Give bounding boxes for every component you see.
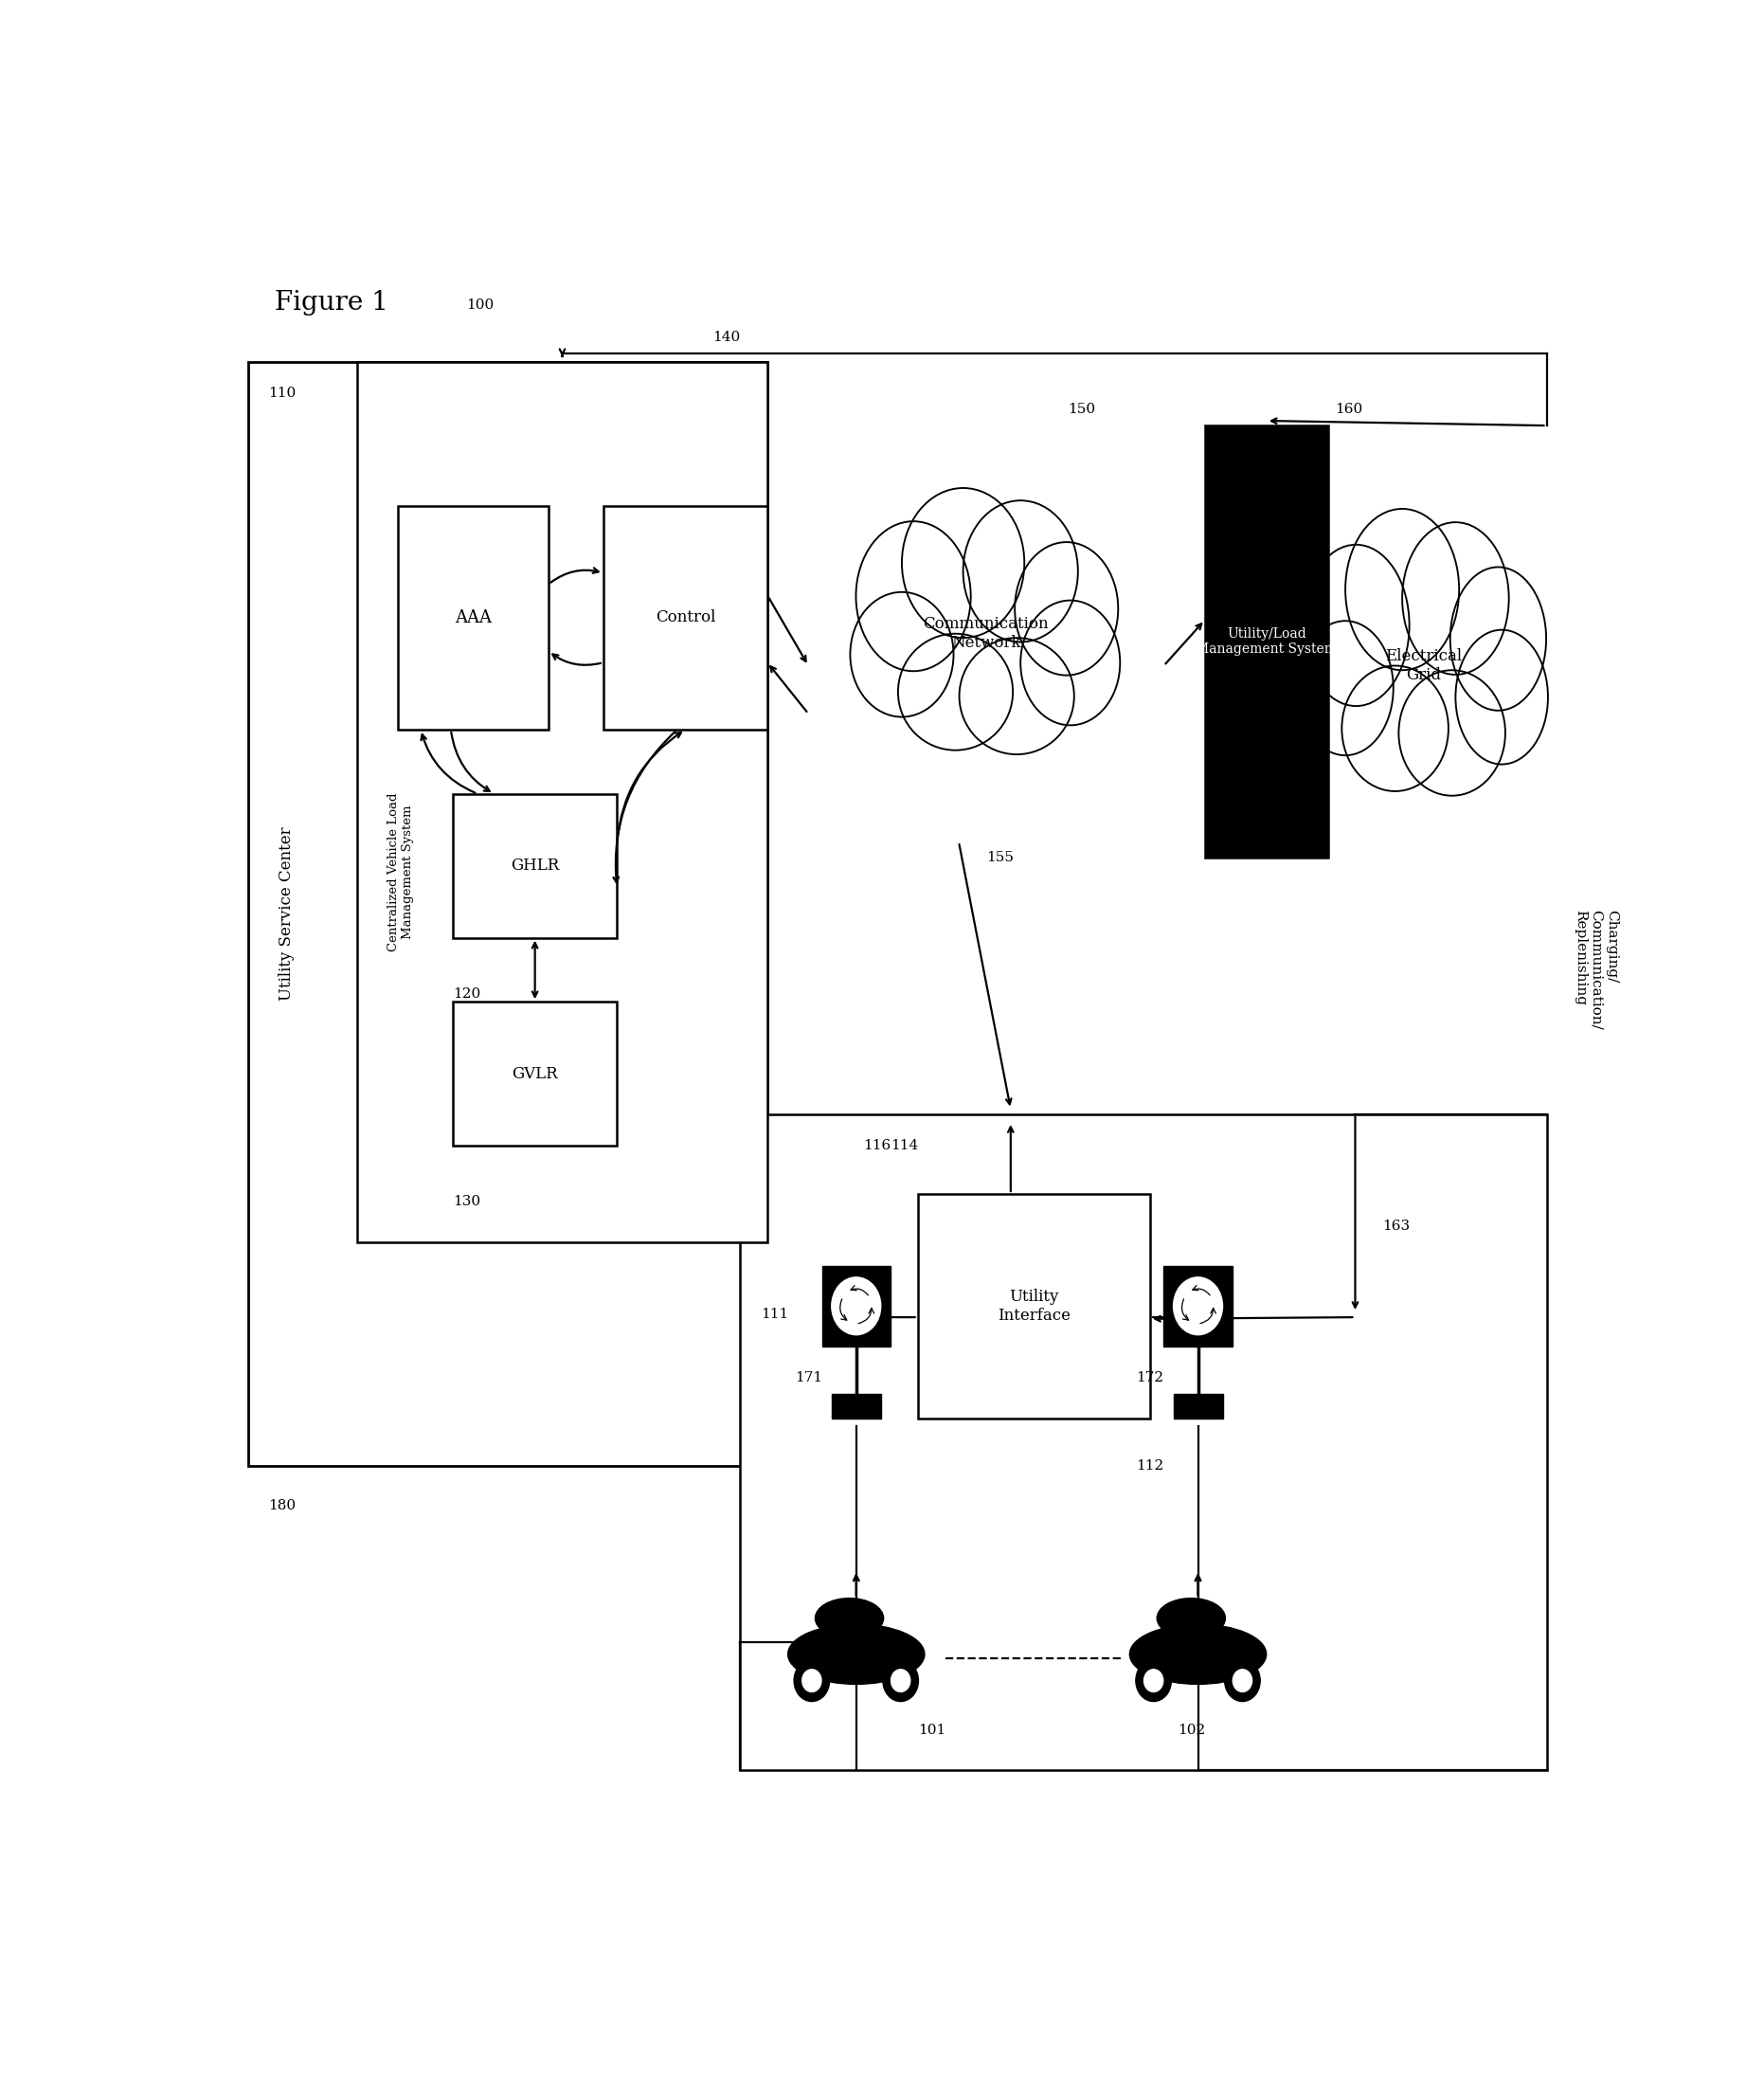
Ellipse shape bbox=[1450, 568, 1547, 711]
Bar bbox=[356, 362, 767, 1241]
Bar bbox=[453, 1002, 617, 1146]
Circle shape bbox=[1145, 1669, 1162, 1692]
Text: 116: 116 bbox=[863, 1139, 891, 1152]
Ellipse shape bbox=[789, 1624, 924, 1684]
Text: GVLR: GVLR bbox=[512, 1067, 557, 1081]
Text: 155: 155 bbox=[986, 850, 1014, 865]
Bar bbox=[917, 1193, 1150, 1418]
Ellipse shape bbox=[963, 501, 1078, 642]
Ellipse shape bbox=[1129, 1624, 1267, 1684]
Bar bbox=[453, 794, 617, 938]
Text: Utility
Interface: Utility Interface bbox=[997, 1289, 1071, 1324]
Text: Control: Control bbox=[654, 609, 716, 626]
Text: Communication
Network: Communication Network bbox=[923, 615, 1050, 651]
Text: AAA: AAA bbox=[455, 609, 492, 626]
Ellipse shape bbox=[1455, 630, 1549, 765]
Bar bbox=[831, 1395, 880, 1418]
Text: 102: 102 bbox=[1178, 1723, 1205, 1736]
Text: 101: 101 bbox=[917, 1723, 946, 1736]
Circle shape bbox=[1224, 1659, 1259, 1701]
Text: Centralized Vehicle Load
Management System: Centralized Vehicle Load Management Syst… bbox=[388, 792, 415, 952]
Ellipse shape bbox=[891, 551, 1081, 717]
Text: 171: 171 bbox=[794, 1372, 822, 1385]
Circle shape bbox=[1233, 1669, 1252, 1692]
Text: Utility Service Center: Utility Service Center bbox=[279, 827, 295, 1000]
Circle shape bbox=[831, 1277, 880, 1335]
Text: 110: 110 bbox=[268, 387, 296, 399]
Ellipse shape bbox=[1014, 543, 1118, 676]
Ellipse shape bbox=[1297, 622, 1394, 755]
Ellipse shape bbox=[856, 522, 970, 672]
Bar bbox=[822, 1266, 891, 1345]
Circle shape bbox=[1136, 1659, 1171, 1701]
Ellipse shape bbox=[1302, 545, 1409, 707]
Ellipse shape bbox=[850, 593, 954, 717]
Text: GHLR: GHLR bbox=[510, 859, 559, 873]
Bar bbox=[1164, 1266, 1231, 1345]
Text: 180: 180 bbox=[268, 1499, 296, 1514]
Bar bbox=[399, 505, 549, 730]
Ellipse shape bbox=[815, 1599, 884, 1638]
Text: 140: 140 bbox=[713, 331, 741, 345]
Text: 120: 120 bbox=[453, 988, 480, 1000]
Ellipse shape bbox=[1021, 601, 1120, 726]
Circle shape bbox=[803, 1669, 822, 1692]
Circle shape bbox=[891, 1669, 910, 1692]
Text: 112: 112 bbox=[1136, 1459, 1164, 1472]
Ellipse shape bbox=[1157, 1599, 1226, 1638]
Text: 130: 130 bbox=[453, 1195, 480, 1208]
Text: Figure 1: Figure 1 bbox=[275, 289, 388, 316]
Bar bbox=[1173, 1395, 1222, 1418]
Bar bbox=[603, 505, 767, 730]
Ellipse shape bbox=[901, 489, 1025, 638]
Circle shape bbox=[882, 1659, 919, 1701]
Text: 172: 172 bbox=[1136, 1372, 1164, 1385]
Text: 100: 100 bbox=[466, 299, 494, 312]
Ellipse shape bbox=[1399, 669, 1505, 796]
Circle shape bbox=[794, 1659, 829, 1701]
Circle shape bbox=[1173, 1277, 1222, 1335]
Bar bbox=[1205, 426, 1328, 859]
Ellipse shape bbox=[1342, 665, 1448, 792]
Ellipse shape bbox=[960, 638, 1074, 755]
Text: 160: 160 bbox=[1335, 403, 1362, 416]
Ellipse shape bbox=[1335, 576, 1512, 755]
Text: Electrical
Grid: Electrical Grid bbox=[1385, 649, 1462, 684]
Ellipse shape bbox=[1402, 522, 1508, 676]
Text: 114: 114 bbox=[891, 1139, 917, 1152]
Text: 111: 111 bbox=[760, 1308, 789, 1320]
Text: 150: 150 bbox=[1069, 403, 1095, 416]
Ellipse shape bbox=[898, 634, 1013, 751]
Text: 163: 163 bbox=[1383, 1220, 1409, 1233]
Text: Utility/Load
Management System: Utility/Load Management System bbox=[1196, 628, 1337, 657]
Text: Charging/
Communication/
Replenishing: Charging/ Communication/ Replenishing bbox=[1573, 911, 1618, 1029]
Ellipse shape bbox=[1346, 509, 1459, 669]
Bar bbox=[247, 362, 767, 1466]
Bar bbox=[741, 1114, 1547, 1771]
